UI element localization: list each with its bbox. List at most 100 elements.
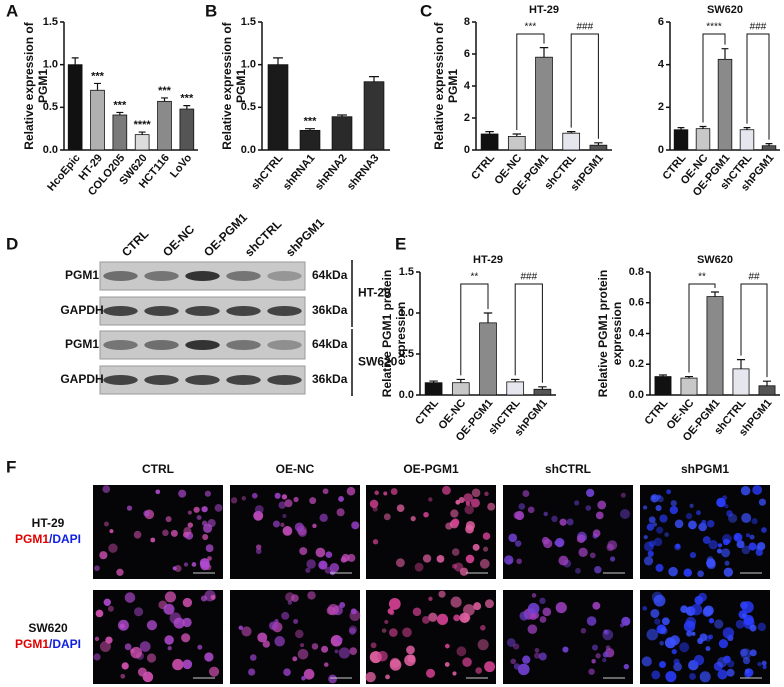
cell: [99, 551, 108, 560]
cell: [210, 594, 216, 600]
column-label: shCTRL: [545, 462, 591, 476]
cell: [172, 566, 177, 571]
cell: [444, 662, 450, 667]
row-label: HT-29: [32, 516, 65, 530]
bar: [90, 89, 105, 151]
cell: [299, 547, 308, 556]
cell: [745, 533, 750, 538]
error-bar: [566, 131, 576, 134]
cell: [740, 486, 751, 496]
cell: [425, 668, 436, 678]
cell: [743, 614, 754, 626]
cell: [163, 603, 175, 615]
error-bar: [305, 128, 315, 131]
x-tick-label: LoVo: [168, 152, 195, 180]
cell: [575, 567, 581, 574]
cell: [752, 485, 763, 495]
cell: [292, 656, 298, 662]
cell: [238, 625, 244, 631]
cell: [749, 534, 755, 540]
y-tick-label: 0.0: [399, 389, 414, 401]
cell: [641, 656, 652, 667]
cell: [445, 522, 453, 530]
cell: [334, 649, 339, 654]
y-axis-label: Relative expression of: [220, 21, 234, 149]
micrograph: [93, 590, 223, 684]
cell: [597, 500, 607, 510]
blot-band: [144, 306, 179, 316]
cell: [201, 520, 208, 526]
cell: [716, 497, 726, 508]
cell: [193, 506, 200, 513]
cell: [404, 654, 416, 667]
blot-band: [226, 340, 261, 350]
cell: [172, 658, 184, 671]
y-tick-label: 8: [464, 16, 470, 28]
cell: [384, 619, 389, 624]
cell: [134, 607, 144, 617]
cell: [740, 648, 748, 657]
cell: [603, 629, 608, 634]
cell: [651, 591, 663, 603]
cell: [372, 506, 378, 512]
cell: [689, 551, 697, 559]
cell: [658, 660, 666, 668]
cell: [757, 661, 762, 667]
cell: [181, 633, 191, 643]
cell: [487, 502, 496, 511]
y-axis-label: expression: [394, 302, 408, 365]
cell: [702, 536, 711, 544]
cell: [281, 494, 288, 500]
cell: [592, 529, 601, 538]
cell: [170, 529, 178, 537]
cell: [513, 643, 520, 650]
cell: [94, 565, 100, 572]
significance: ****: [706, 22, 722, 33]
cell: [714, 619, 724, 629]
cell: [428, 497, 433, 502]
cell: [555, 601, 567, 614]
cell: [372, 539, 379, 545]
cell: [336, 508, 345, 517]
cell: [451, 518, 460, 527]
y-tick-label: 1.5: [43, 16, 58, 28]
cell: [278, 501, 286, 509]
cell: [201, 506, 208, 513]
cell: [321, 645, 329, 653]
cell: [609, 556, 616, 562]
cell: [325, 551, 333, 559]
cell: [459, 567, 469, 576]
bar: [761, 145, 777, 151]
cell: [758, 498, 766, 506]
cell: [377, 650, 388, 662]
bar: [706, 296, 724, 396]
cell: [291, 594, 299, 602]
cell: [595, 511, 604, 520]
cell: [741, 512, 752, 523]
cell: [124, 643, 132, 651]
cell: [533, 652, 541, 659]
y-axis-label: expression: [610, 302, 624, 365]
x-tick-label: shRNA2: [313, 152, 350, 192]
cell: [200, 595, 208, 602]
bar: [717, 58, 733, 151]
cell: [337, 637, 343, 643]
bar: [112, 114, 128, 151]
cell: [644, 541, 654, 552]
cell: [723, 655, 731, 664]
cell: [529, 613, 537, 621]
cell: [187, 510, 192, 515]
cell: [445, 643, 450, 649]
comparison-bracket: [460, 283, 489, 376]
comparison-bracket: [516, 33, 545, 130]
cell: [94, 636, 100, 642]
cell: [428, 612, 438, 622]
bar: [451, 382, 470, 396]
cell: [607, 540, 618, 551]
cell: [538, 652, 547, 661]
bar: [535, 56, 553, 151]
cell: [183, 527, 192, 536]
cell: [642, 606, 648, 611]
cell: [659, 514, 668, 523]
stain-label: PGM1/DAPI: [15, 637, 81, 651]
